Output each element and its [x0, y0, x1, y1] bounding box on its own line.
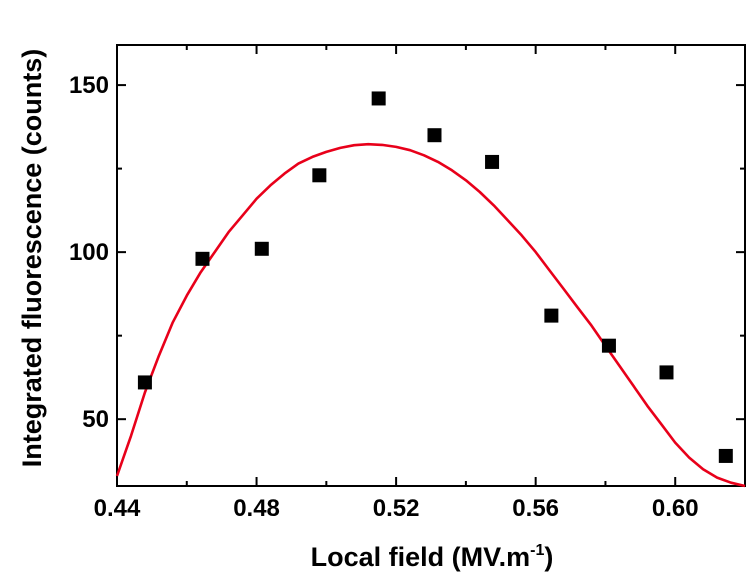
fit-line	[115, 142, 746, 488]
data-point	[427, 128, 442, 143]
y-tick-label: 100	[69, 239, 109, 266]
data-point	[137, 375, 152, 390]
data-point	[312, 168, 327, 183]
x-tick-label: 0.44	[94, 495, 141, 522]
x-axis-label-close: )	[544, 542, 553, 572]
x-axis-label-superscript: -1	[530, 542, 544, 559]
data-point	[601, 338, 616, 353]
data-layer	[115, 91, 746, 488]
data-point	[659, 365, 674, 380]
data-point	[718, 448, 733, 463]
y-tick-label: 50	[82, 406, 109, 433]
x-tick-label: 0.52	[373, 495, 420, 522]
data-point	[544, 308, 559, 323]
x-tick-label: 0.56	[512, 495, 559, 522]
y-tick-label: 150	[69, 72, 109, 99]
tick-layer: 0.44 0.48 0.52 0.56 0.60 50 100 150	[69, 45, 745, 522]
x-axis-label: Local field (MV.m-1)	[311, 542, 554, 572]
data-point	[371, 91, 386, 106]
x-tick-label: 0.60	[652, 495, 699, 522]
x-axis-label-main: Local field (MV.m	[311, 542, 531, 572]
y-axis-label: Integrated fluorescence (counts)	[17, 49, 47, 468]
plot-frame	[116, 44, 746, 487]
x-tick-label: 0.48	[233, 495, 280, 522]
data-point	[254, 241, 269, 256]
data-point	[195, 251, 210, 266]
data-point	[485, 154, 500, 169]
plot-area	[116, 44, 746, 487]
